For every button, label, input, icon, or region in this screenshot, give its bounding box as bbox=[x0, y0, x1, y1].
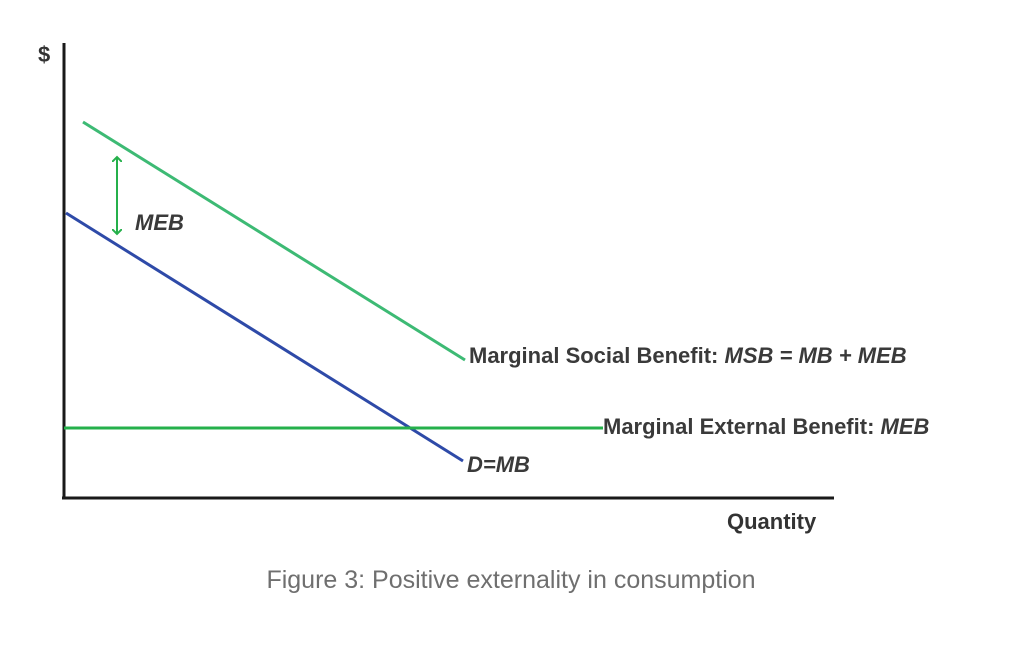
msb-label: Marginal Social Benefit: MSB = MB + MEB bbox=[469, 343, 907, 368]
meb-arrow-label: MEB bbox=[135, 210, 184, 235]
demand-curve bbox=[65, 211, 464, 463]
meb-line-label: Marginal External Benefit: MEB bbox=[603, 414, 930, 439]
msb-curve bbox=[82, 120, 466, 362]
msb-label-formula: MSB = MB + MEB bbox=[725, 343, 907, 368]
y-axis-label: $ bbox=[38, 42, 50, 67]
figure-caption: Figure 3: Positive externality in consum… bbox=[266, 566, 756, 594]
x-axis-label: Quantity bbox=[727, 509, 817, 534]
demand-label: D=MB bbox=[467, 452, 530, 477]
meb-line-label-text: Marginal External Benefit: bbox=[603, 414, 881, 439]
meb-line-label-formula: MEB bbox=[881, 414, 930, 439]
msb-label-text: Marginal Social Benefit: bbox=[469, 343, 725, 368]
